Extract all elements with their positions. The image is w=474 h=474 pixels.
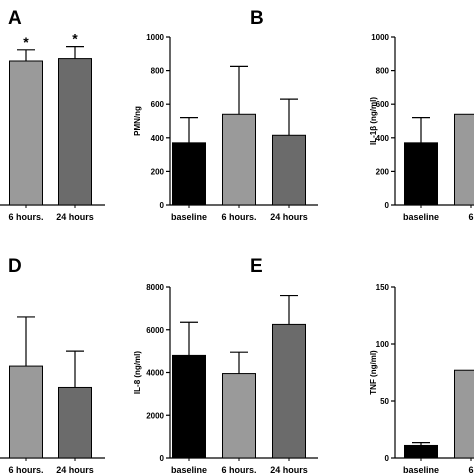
- panel-letter: D: [8, 256, 22, 277]
- x-tick-label: 6 hours.: [8, 465, 43, 474]
- y-tick-label: 1000: [371, 33, 389, 42]
- panel-letter: E: [250, 256, 263, 277]
- panel-b: B 0 200 400 600 800 1000 PMN/ng baseline 6 hours.…: [133, 8, 318, 222]
- y-tick-label: 400: [376, 134, 390, 143]
- y-tick-label: 0: [385, 201, 390, 210]
- y-tick-label: 50: [380, 397, 389, 406]
- panel-f: 0 50 100 150 TNF (ng/ml) baseline 6: [369, 283, 474, 474]
- panel-letter: A: [8, 8, 22, 29]
- x-tick-label: 6: [468, 212, 473, 222]
- bar: [58, 386, 92, 459]
- y-tick-label: 600: [151, 100, 165, 109]
- x-tick-label: 6: [468, 465, 473, 474]
- x-tick-label: baseline: [403, 212, 439, 222]
- y-tick-label: 200: [151, 167, 165, 176]
- bar: [58, 58, 92, 206]
- x-tick-label: 24 hours: [56, 212, 94, 222]
- bar: [272, 323, 306, 459]
- y-tick-label: 800: [151, 67, 165, 76]
- x-tick-label: baseline: [171, 212, 207, 222]
- y-tick-label: 4000: [146, 369, 164, 378]
- bar: [454, 369, 474, 459]
- bar: [404, 142, 438, 206]
- y-axis-title: IL-1β (ng/ml): [369, 97, 378, 145]
- y-axis-title: PMN/ng: [133, 106, 142, 136]
- x-tick-label: 24 hours: [270, 212, 308, 222]
- y-tick-label: 6000: [146, 326, 164, 335]
- panel-d: D 6 hours. 24 hours: [0, 256, 105, 474]
- y-tick-label: 100: [376, 340, 390, 349]
- y-tick-label: 800: [376, 67, 390, 76]
- x-tick-label: 6 hours.: [221, 465, 256, 474]
- y-tick-label: 150: [376, 283, 390, 292]
- y-tick-label: 0: [160, 201, 165, 210]
- y-tick-label: 2000: [146, 411, 164, 420]
- significance-mark: *: [23, 34, 29, 50]
- y-tick-label: 600: [376, 100, 390, 109]
- panel-e: E 0 2000 4000 6000 8000 IL-8 (ng/ml) baseline 6 …: [133, 256, 318, 474]
- bar: [222, 373, 256, 459]
- y-tick-label: 400: [151, 134, 165, 143]
- y-tick-label: 200: [376, 167, 390, 176]
- bar: [9, 60, 43, 206]
- panel-c: 0 200 400 600 800 1000 IL-1β (ng/ml) baseline 6: [369, 33, 474, 222]
- y-tick-label: 0: [160, 454, 165, 463]
- significance-mark: *: [72, 31, 78, 47]
- x-tick-label: 6 hours.: [221, 212, 256, 222]
- x-tick-label: 6 hours.: [8, 212, 43, 222]
- x-tick-label: baseline: [403, 465, 439, 474]
- bar: [9, 365, 43, 459]
- bar: [272, 134, 306, 206]
- y-tick-label: 8000: [146, 283, 164, 292]
- x-tick-label: 24 hours: [270, 465, 308, 474]
- bar: [454, 113, 474, 206]
- bar: [404, 444, 438, 459]
- y-axis-title: IL-8 (ng/ml): [133, 351, 142, 394]
- panel-a: A 6 hours. * 24 hours *: [0, 8, 105, 222]
- x-tick-label: 24 hours: [56, 465, 94, 474]
- bar: [172, 142, 206, 206]
- x-tick-label: baseline: [171, 465, 207, 474]
- y-axis-title: TNF (ng/ml): [369, 350, 378, 395]
- panel-letter: B: [250, 8, 264, 29]
- y-tick-label: 0: [385, 454, 390, 463]
- bar: [172, 354, 206, 459]
- y-tick-label: 1000: [146, 33, 164, 42]
- bar: [222, 113, 256, 206]
